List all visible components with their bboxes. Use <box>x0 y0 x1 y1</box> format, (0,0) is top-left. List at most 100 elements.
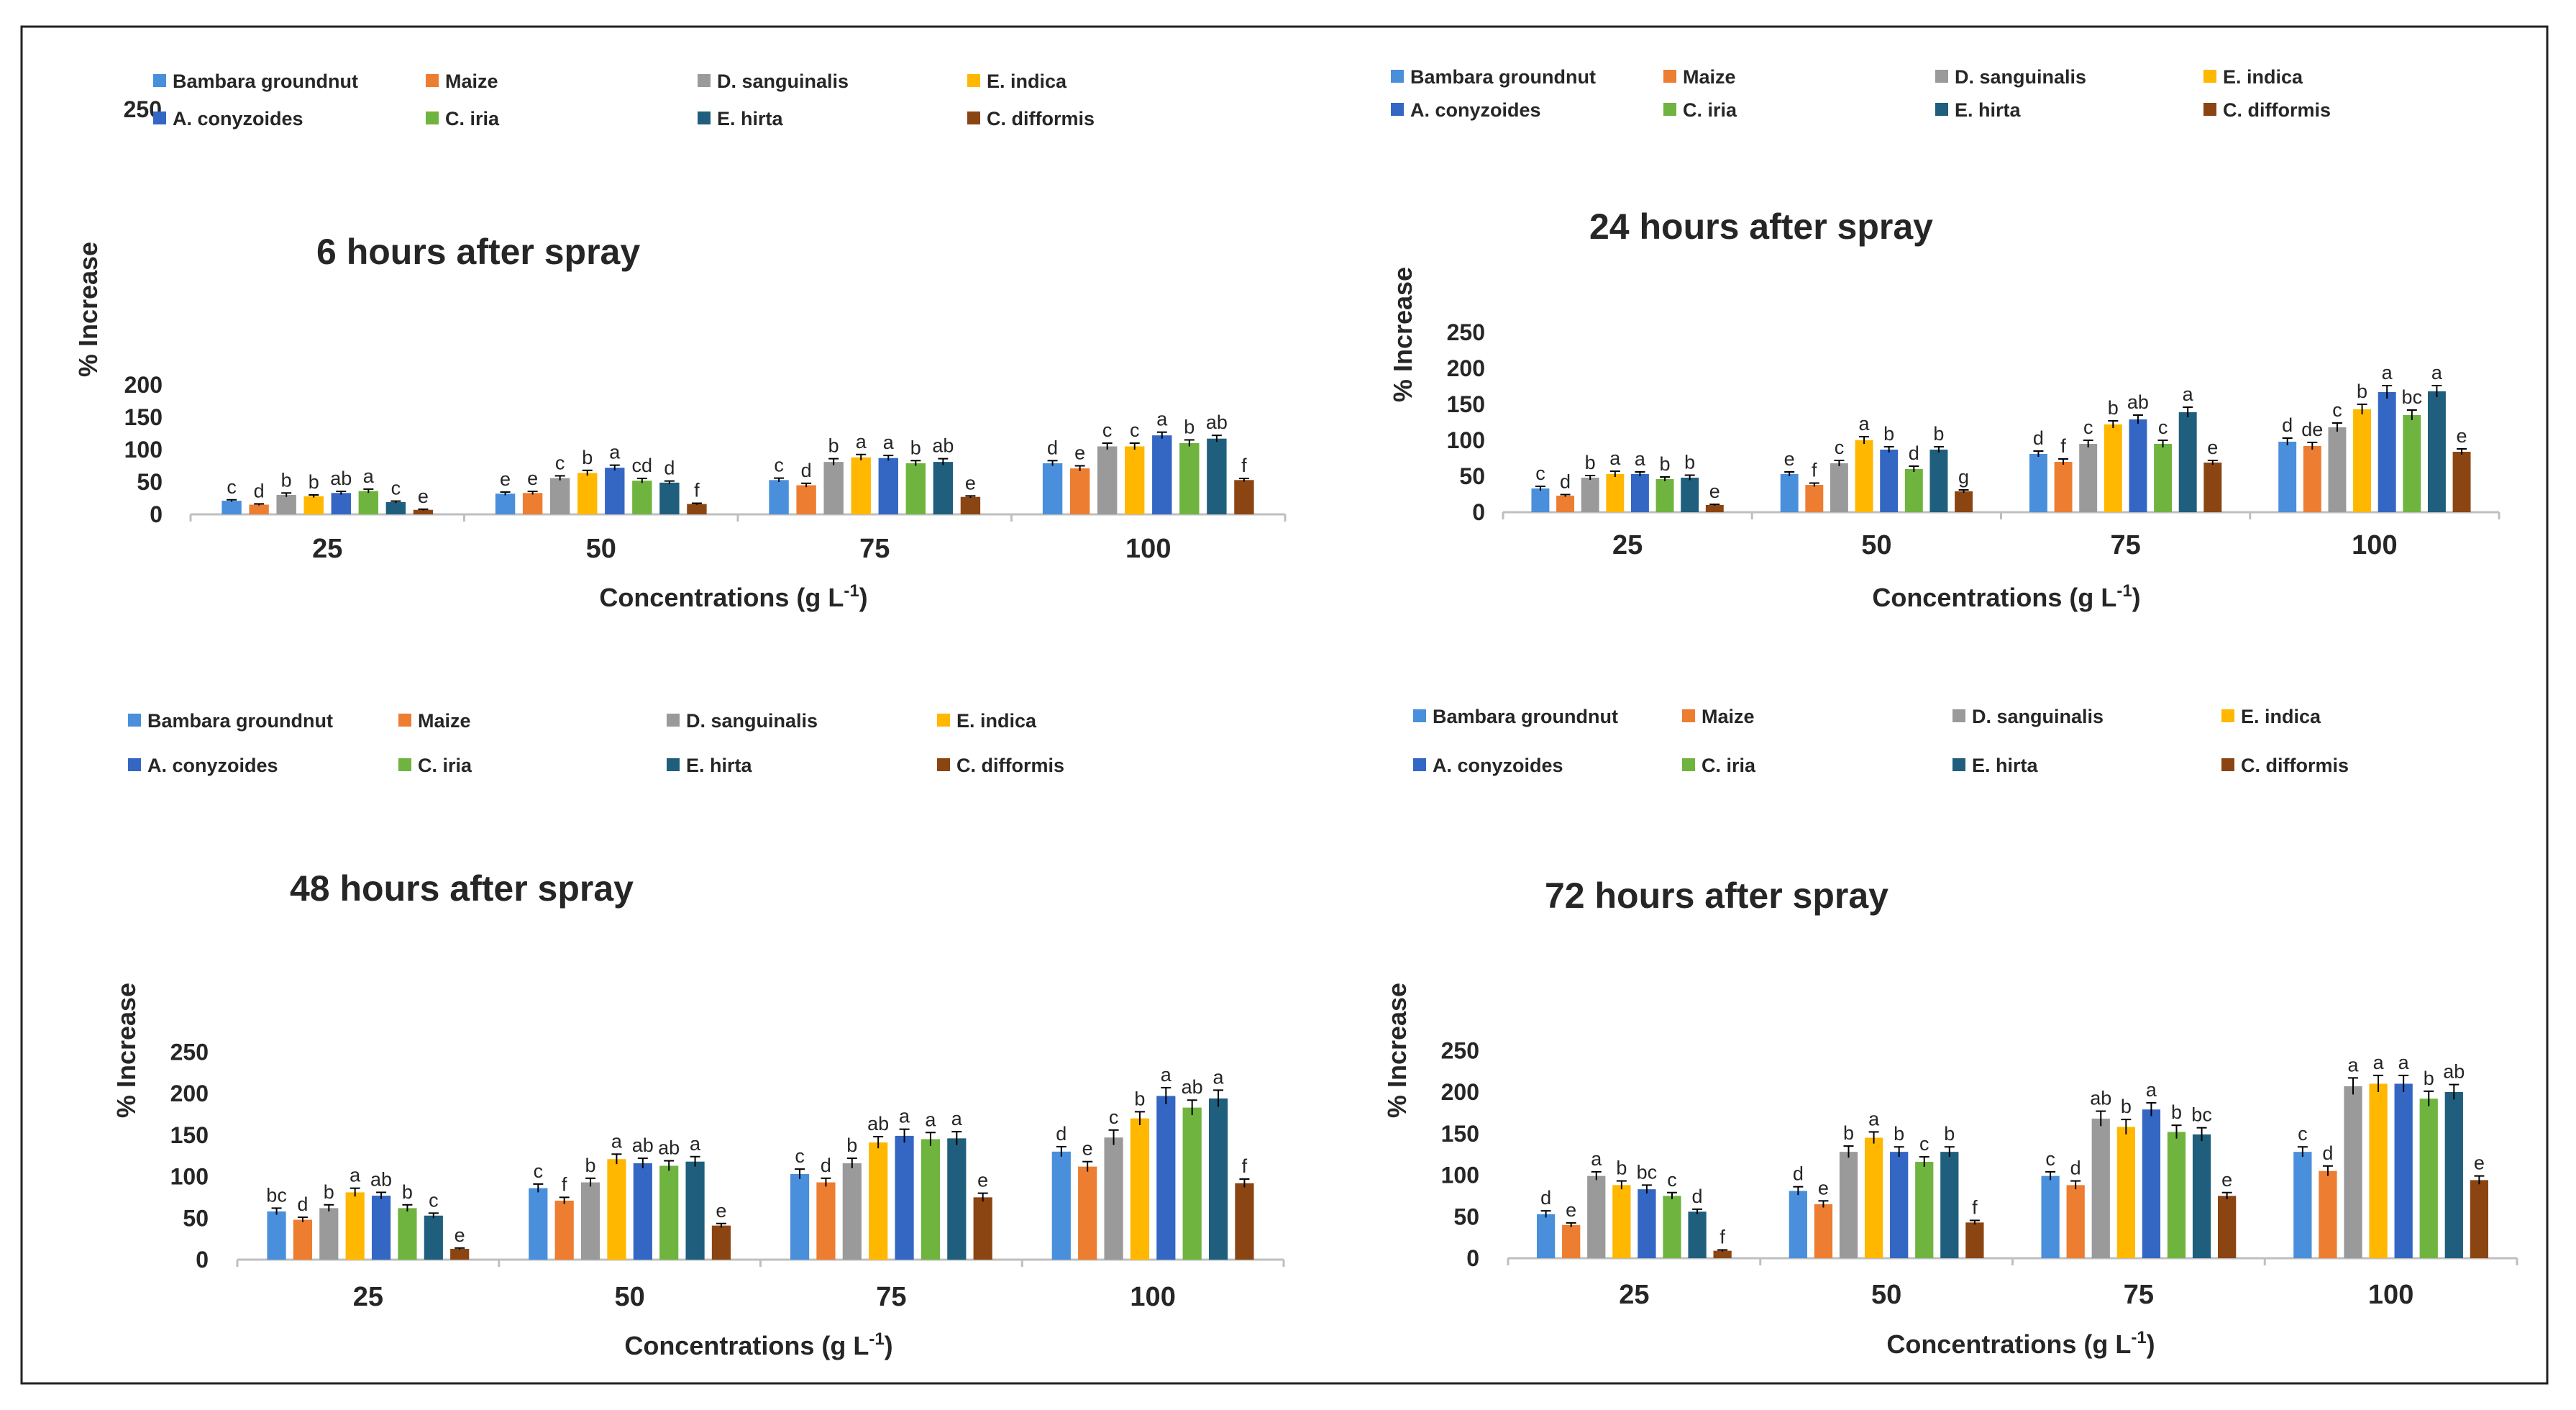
bar-e-hirta <box>2192 1134 2211 1258</box>
significance-label: b <box>2424 1068 2434 1089</box>
significance-label: c <box>534 1160 544 1182</box>
bar-c-difformis <box>2218 1196 2237 1258</box>
x-tick-label: 25 <box>1612 530 1643 560</box>
legend-label: Bambara groundnut <box>147 710 333 732</box>
legend-label: A. conyzoides <box>147 755 278 776</box>
legend-swatch-maize <box>1663 70 1676 83</box>
bar-maize <box>816 1182 836 1260</box>
bar-maize <box>1556 496 1575 512</box>
significance-label: a <box>1213 1066 1225 1088</box>
bar-bambara-groundnut <box>495 494 516 514</box>
bar-e-indica <box>1612 1185 1631 1258</box>
significance-label: f <box>1241 455 1247 476</box>
significance-label: c <box>391 478 401 499</box>
significance-label: b <box>1944 1123 1955 1145</box>
bar-d-sanguinalis <box>842 1163 862 1260</box>
significance-label: a <box>363 465 375 487</box>
bar-bambara-groundnut <box>1531 488 1550 512</box>
bar-a-conyzoides <box>633 1163 652 1260</box>
significance-label: c <box>2158 417 2168 438</box>
bar-maize <box>1562 1224 1581 1258</box>
legend-swatch-bambara-groundnut <box>1391 70 1404 83</box>
bar-bambara-groundnut <box>2278 442 2297 512</box>
significance-label: a <box>1635 448 1646 470</box>
legend-label: E. hirta <box>1972 755 2039 776</box>
significance-label: c <box>2083 417 2093 438</box>
significance-label: a <box>2373 1052 2385 1073</box>
bar-maize <box>1078 1166 1097 1260</box>
y-tick-label: 50 <box>137 469 163 495</box>
legend-swatch-e-hirta <box>698 112 711 124</box>
significance-label: a <box>1868 1108 1880 1129</box>
bar-maize <box>2066 1185 2085 1258</box>
significance-label: e <box>977 1170 988 1191</box>
y-axis-label: % Increase <box>73 242 103 377</box>
significance-label: d <box>2322 1142 2333 1164</box>
bar-a-conyzoides <box>371 1196 391 1260</box>
significance-label: e <box>2474 1152 2485 1174</box>
legend-swatch-maize <box>398 714 411 727</box>
bar-c-difformis <box>1713 1250 1732 1258</box>
legend-label: Bambara groundnut <box>1433 706 1618 727</box>
significance-label: d <box>2033 427 2044 449</box>
bar-maize <box>293 1219 313 1260</box>
legend-swatch-e-hirta <box>667 758 680 771</box>
significance-label: a <box>690 1133 701 1155</box>
significance-label: a <box>1156 409 1168 430</box>
significance-label: e <box>716 1200 726 1222</box>
bar-maize <box>1069 468 1090 514</box>
significance-label: a <box>2146 1079 2157 1101</box>
bar-c-difformis <box>1705 505 1724 512</box>
bar-c-iria <box>1915 1162 1934 1258</box>
bar-d-sanguinalis <box>1104 1137 1123 1260</box>
significance-label: de <box>2301 419 2323 440</box>
significance-label: e <box>1074 442 1085 464</box>
bar-c-difformis <box>2452 452 2471 512</box>
y-tick-label: 0 <box>1466 1245 1479 1271</box>
bar-c-iria <box>659 1165 679 1260</box>
bar-maize <box>2054 462 2073 512</box>
legend-swatch-e-indica <box>2221 709 2234 722</box>
legend-swatch-bambara-groundnut <box>153 74 166 87</box>
significance-label: c <box>2045 1148 2055 1170</box>
bar-e-indica <box>607 1159 626 1260</box>
bar-bambara-groundnut <box>769 480 789 514</box>
significance-label: a <box>609 442 621 463</box>
significance-label: bc <box>266 1184 287 1206</box>
bar-bambara-groundnut <box>790 1174 810 1260</box>
legend-swatch-d-sanguinalis <box>1935 70 1948 83</box>
significance-label: bc <box>2191 1104 2212 1126</box>
bar-c-difformis <box>1955 491 1973 512</box>
significance-label: a <box>2431 362 2443 383</box>
significance-label: b <box>324 1181 334 1203</box>
legend-label: Bambara groundnut <box>1410 66 1596 88</box>
bar-c-difformis <box>687 504 707 514</box>
legend-label: C. iria <box>445 108 500 129</box>
significance-label: e <box>2457 425 2467 447</box>
x-tick-label: 50 <box>586 534 616 564</box>
bar-a-conyzoides <box>605 468 625 514</box>
legend-label: C. difformis <box>2223 99 2331 121</box>
significance-label: e <box>527 468 538 489</box>
bar-e-hirta <box>947 1138 967 1260</box>
significance-label: b <box>2108 397 2119 419</box>
legend-label: E. hirta <box>686 755 753 776</box>
legend-label: D. sanguinalis <box>1972 706 2104 727</box>
significance-label: ab <box>1182 1076 1203 1098</box>
significance-label: ab <box>867 1113 889 1134</box>
bar-e-hirta <box>2444 1092 2463 1258</box>
y-tick-label: 200 <box>1447 355 1485 381</box>
significance-label: b <box>309 471 319 493</box>
significance-label: b <box>1684 452 1695 473</box>
legend-swatch-a-conyzoides <box>153 112 166 124</box>
bar-a-conyzoides <box>2142 1109 2161 1258</box>
significance-label: a <box>883 432 895 453</box>
legend-swatch-a-conyzoides <box>1391 103 1404 116</box>
significance-label: b <box>402 1181 413 1203</box>
bar-c-iria <box>1904 469 1923 512</box>
significance-label: d <box>254 480 265 501</box>
x-tick-label: 50 <box>1871 1280 1901 1310</box>
legend-label: A. conyzoides <box>173 108 303 129</box>
